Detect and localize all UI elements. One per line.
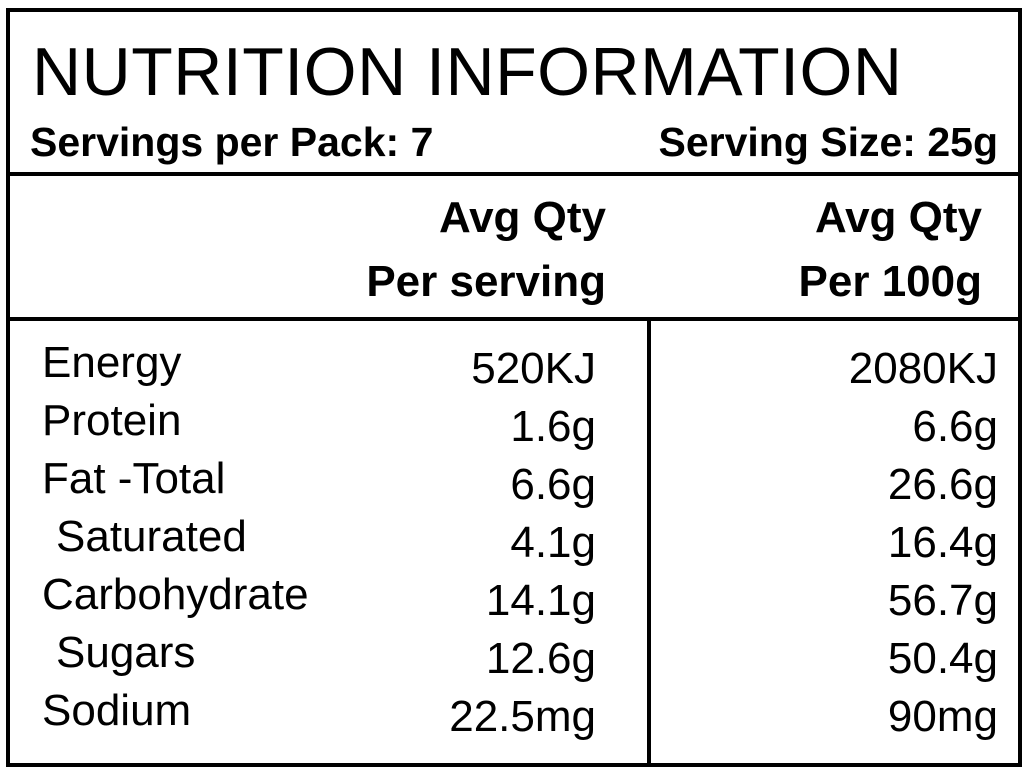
nutrient-per-100g: 56.7g [887,576,998,625]
nutrient-row-sugars: Sugars 12.6g 50.4g [10,624,1018,683]
nutrient-table: Energy 520KJ 2080KJ Protein 1.6g 6.6g Fa… [10,334,1018,741]
nutrient-row-sodium: Sodium 22.5mg 90mg [10,682,1018,741]
column-header-per-serving-line1: Avg Qty [438,193,606,242]
column-header-per-serving-line2: Per serving [366,257,606,306]
nutrient-name: Protein [42,396,182,445]
nutrient-per-serving: 12.6g [485,634,596,683]
panel-title: NUTRITION INFORMATION [32,34,903,110]
nutrient-per-serving: 6.6g [510,460,596,509]
nutrient-per-100g: 16.4g [887,518,998,567]
nutrient-per-serving: 520KJ [471,344,596,393]
nutrient-name: Sugars [56,628,196,677]
nutrient-per-serving: 22.5mg [449,692,596,741]
nutrient-row-fat-total: Fat -Total 6.6g 26.6g [10,450,1018,509]
nutrient-per-100g: 2080KJ [848,344,998,393]
nutrient-row-protein: Protein 1.6g 6.6g [10,392,1018,451]
column-divider [647,317,651,763]
nutrient-name: Saturated [56,512,247,561]
servings-per-pack: Servings per Pack: 7 [30,119,434,165]
nutrient-name: Carbohydrate [42,570,309,619]
header-divider [10,172,1018,176]
nutrient-per-serving: 4.1g [510,518,596,567]
column-header-per-100g-line2: Per 100g [798,257,982,306]
nutrient-per-100g: 50.4g [887,634,998,683]
nutrient-row-saturated: Saturated 4.1g 16.4g [10,508,1018,567]
nutrient-per-serving: 1.6g [510,402,596,451]
nutrient-name: Energy [42,338,182,387]
nutrient-row-carbohydrate: Carbohydrate 14.1g 56.7g [10,566,1018,625]
nutrient-per-serving: 14.1g [485,576,596,625]
serving-size: Serving Size: 25g [658,119,998,165]
nutrient-per-100g: 6.6g [912,402,998,451]
column-header-per-100g: Avg Qty Per 100g [799,186,982,314]
nutrition-panel: NUTRITION INFORMATION Servings per Pack:… [6,8,1022,767]
column-header-divider [10,317,1018,321]
nutrient-per-100g: 26.6g [887,460,998,509]
nutrient-row-energy: Energy 520KJ 2080KJ [10,334,1018,393]
nutrient-per-100g: 90mg [887,692,998,741]
nutrient-name: Fat -Total [42,454,226,503]
column-header-per-100g-line1: Avg Qty [814,193,982,242]
column-header-per-serving: Avg Qty Per serving [366,186,606,314]
nutrient-name: Sodium [42,686,192,735]
